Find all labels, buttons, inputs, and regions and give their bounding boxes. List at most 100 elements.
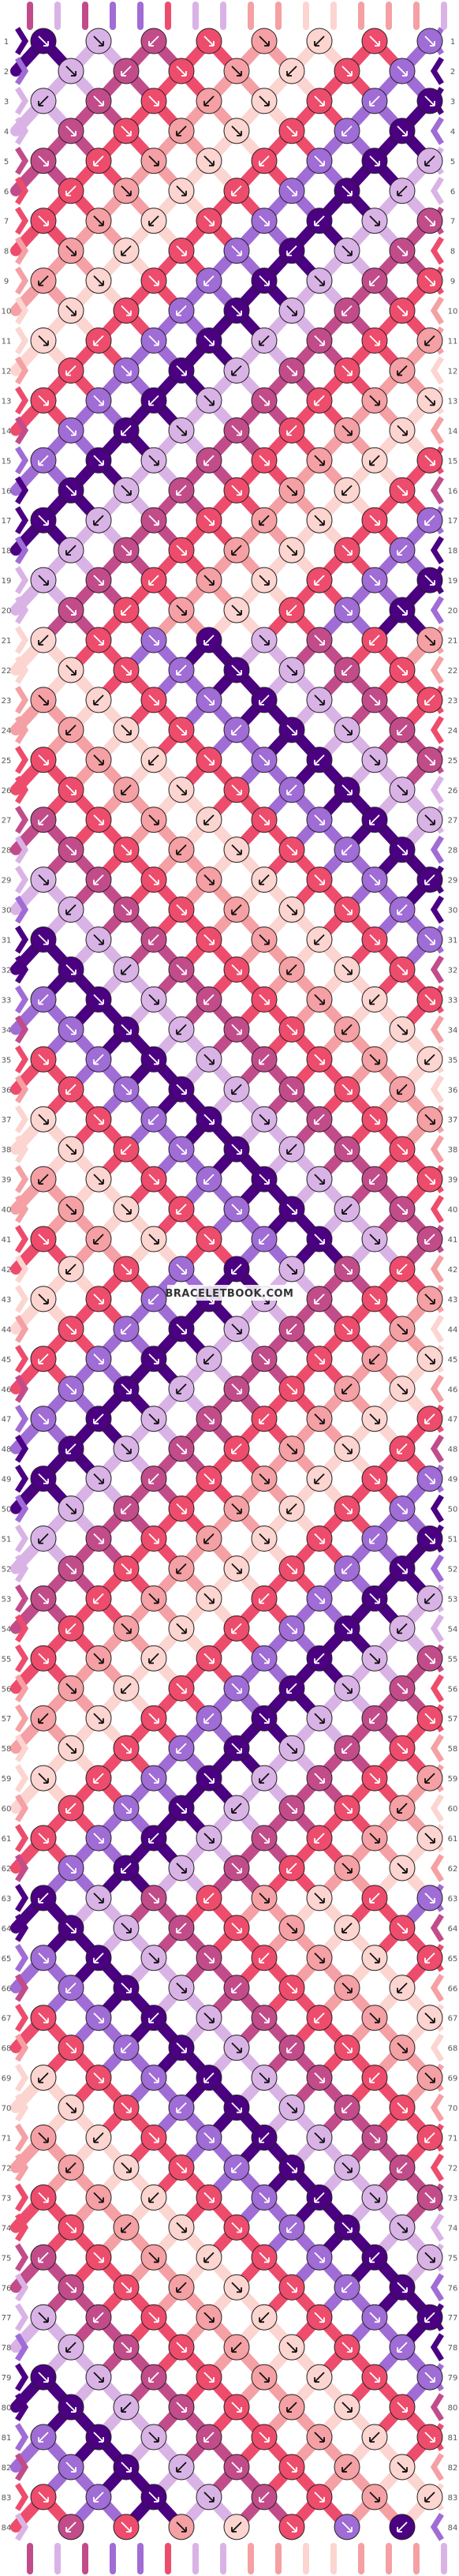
- knot: [334, 58, 360, 84]
- arrow-icon: [341, 245, 353, 256]
- knot: [113, 1675, 140, 1702]
- knot: [251, 2184, 278, 2211]
- knot: [85, 567, 112, 593]
- edge-strand: [15, 1794, 29, 1822]
- knot: [30, 2244, 57, 2271]
- knot: [140, 1945, 167, 1971]
- arrow-icon: [341, 904, 353, 915]
- arrow-icon: [259, 2492, 270, 2503]
- arrow-icon: [231, 245, 242, 256]
- arrow-icon: [93, 2492, 104, 2503]
- arrow-icon: [286, 1563, 297, 1574]
- arrow-icon: [259, 2072, 270, 2084]
- knot: [306, 2244, 333, 2271]
- knot: [251, 2005, 278, 2031]
- knot: [85, 1346, 112, 1372]
- knot: [58, 657, 84, 683]
- arrow-icon: [397, 425, 408, 436]
- knot: [389, 2334, 416, 2361]
- knot: [30, 1765, 57, 1792]
- arrow-icon: [148, 1773, 159, 1784]
- row-number: 40: [2, 1206, 12, 1215]
- knot: [251, 867, 278, 893]
- knot: [30, 2065, 57, 2091]
- knot: [223, 777, 250, 803]
- arrow-icon: [148, 1354, 159, 1365]
- knot: [278, 238, 305, 264]
- knot: [30, 328, 57, 354]
- arrow-icon: [38, 1054, 49, 1065]
- arrow-icon: [314, 814, 325, 826]
- edge-strand: [430, 656, 444, 684]
- row-number: 15: [2, 457, 12, 466]
- knot: [58, 2214, 84, 2241]
- knot: [223, 178, 250, 204]
- knot: [334, 2274, 360, 2301]
- arrow-icon: [231, 1923, 242, 1934]
- arrow-icon: [314, 455, 325, 466]
- arrow-icon: [65, 545, 76, 556]
- knot: [251, 627, 278, 653]
- row-number: 43: [448, 1296, 458, 1305]
- arrow-icon: [93, 874, 104, 886]
- knot: [416, 567, 443, 593]
- edge-strand: [15, 985, 29, 1014]
- knot: [58, 477, 84, 504]
- arrow-icon: [424, 934, 435, 945]
- knot: [30, 927, 57, 953]
- knot: [113, 58, 140, 84]
- edge-strand: [15, 656, 29, 684]
- arrow-icon: [286, 724, 297, 736]
- arrow-icon: [341, 66, 353, 77]
- arrow-icon: [397, 1983, 408, 1994]
- arrow-icon: [259, 1234, 270, 1245]
- row-number: 61: [2, 1835, 12, 1844]
- row-number: 47: [2, 1416, 12, 1425]
- knot: [334, 417, 360, 444]
- arrow-icon: [121, 1683, 132, 1694]
- knot: [30, 88, 57, 114]
- arrow-icon: [259, 635, 270, 646]
- arrow-icon: [397, 485, 408, 496]
- arrow-icon: [259, 515, 270, 526]
- knot: [223, 837, 250, 863]
- arrow-icon: [65, 66, 76, 77]
- arrow-icon: [93, 754, 104, 766]
- knot: [85, 88, 112, 114]
- arrow-icon: [38, 1893, 49, 1904]
- knot: [85, 1046, 112, 1073]
- knot: [389, 897, 416, 923]
- arrow-icon: [65, 1443, 76, 1455]
- watermark-text: BRACELETBOOK.COM: [166, 1288, 294, 1300]
- arrow-icon: [314, 1533, 325, 1544]
- arrow-icon: [314, 2312, 325, 2323]
- arrow-icon: [369, 2432, 380, 2443]
- knot: [58, 118, 84, 144]
- arrow-icon: [314, 395, 325, 406]
- knot: [85, 627, 112, 653]
- knot: [223, 2095, 250, 2121]
- knot: [168, 1555, 195, 1582]
- knot: [58, 1855, 84, 1881]
- knot: [223, 1136, 250, 1163]
- arrow-icon: [286, 245, 297, 256]
- knot: [140, 2065, 167, 2091]
- arrow-icon: [203, 635, 215, 646]
- knot: [140, 1585, 167, 1612]
- knot: [251, 1765, 278, 1792]
- arrow-icon: [314, 874, 325, 886]
- arrow-icon: [259, 215, 270, 227]
- knot: [361, 1466, 388, 1492]
- arrow-icon: [121, 1443, 132, 1455]
- arrow-icon: [369, 155, 380, 167]
- knot: [113, 956, 140, 983]
- arrow-icon: [259, 275, 270, 286]
- arrow-icon: [65, 1743, 76, 1754]
- row-number: 70: [2, 2105, 12, 2114]
- knot: [334, 1136, 360, 1163]
- edge-strand: [15, 566, 29, 594]
- arrow-icon: [203, 2312, 215, 2323]
- arrow-icon: [203, 1174, 215, 1185]
- arrow-icon: [38, 1114, 49, 1125]
- arrow-icon: [369, 1114, 380, 1125]
